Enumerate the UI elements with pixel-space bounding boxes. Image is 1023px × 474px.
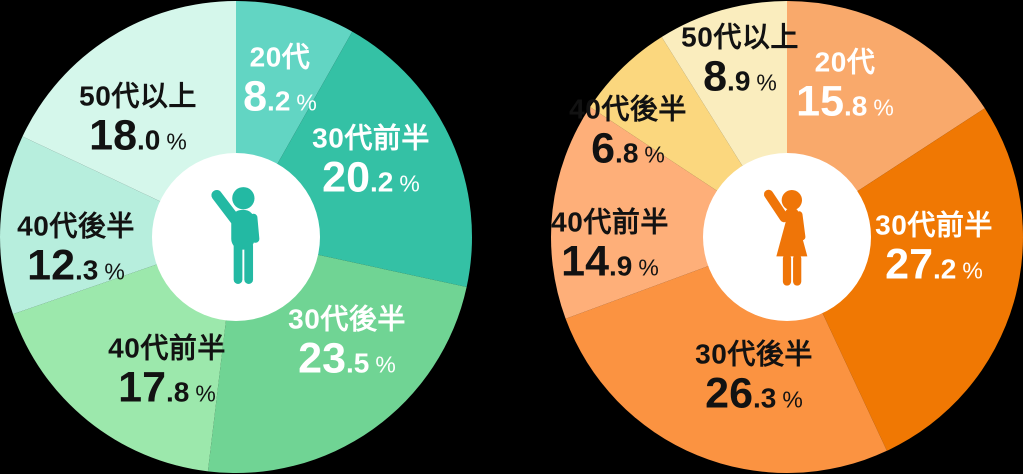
- male-person-icon: [208, 184, 270, 288]
- female-person-glyph: [763, 189, 808, 286]
- female-person-icon: [756, 184, 818, 288]
- pie-chart-male: 20代 8.2% 30代前半 20.2% 30代後半 23.5% 40代前半 17.8% 40代…: [0, 0, 474, 474]
- male-person-glyph: [211, 187, 260, 284]
- male-segment-40s-late: [0, 136, 237, 315]
- pie-svg-male: [0, 1, 473, 474]
- female-segment-40s-early: [551, 107, 787, 319]
- female-segment-30s-early: [787, 108, 1023, 451]
- pie-chart-female: 20代 15.8% 30代前半 27.2% 30代後半 26.3% 40代前半 14.9% 40…: [549, 0, 1023, 474]
- pie-svg-female: [551, 1, 1023, 473]
